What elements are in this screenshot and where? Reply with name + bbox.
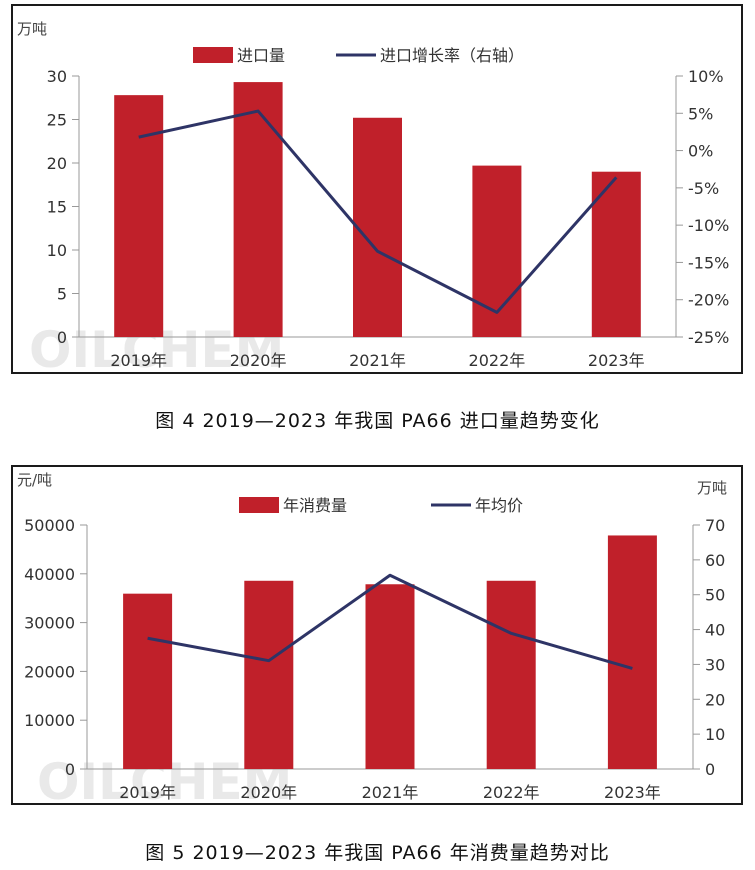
right-tick-label: 60 <box>705 551 725 570</box>
right-tick-label: 10 <box>705 725 725 744</box>
category-label: 2021年 <box>349 351 406 370</box>
left-tick-label: 10000 <box>24 711 75 730</box>
left-tick-label: 30 <box>47 67 67 86</box>
right-tick-label: -10% <box>688 216 729 235</box>
right-tick-label: 40 <box>705 621 725 640</box>
line-series <box>138 109 618 314</box>
category-label: 2019年 <box>110 351 167 370</box>
line-series <box>147 573 633 670</box>
legend-line-label: 年均价 <box>475 496 523 515</box>
chart-panel-consumption: OILCHEM 0 10000 20000 30000 40000 50000 0 10 20 30… <box>11 465 743 805</box>
right-tick-label: 0% <box>688 142 713 161</box>
bar <box>244 580 294 769</box>
category-label: 2023年 <box>588 351 645 370</box>
left-tick-label: 0 <box>57 328 67 347</box>
bar <box>233 82 283 337</box>
bar <box>353 117 402 337</box>
category-label: 2021年 <box>362 783 419 802</box>
left-tick-label: 50000 <box>24 516 75 535</box>
category-label: 2023年 <box>604 783 661 802</box>
bar <box>591 171 641 337</box>
right-tick-label: 50 <box>705 586 725 605</box>
bar <box>365 584 415 769</box>
left-tick-label: 25 <box>47 111 67 130</box>
right-axis-unit: 万吨 <box>697 479 727 497</box>
figure-caption-4: 图 4 2019—2023 年我国 PA66 进口量趋势变化 <box>155 410 600 432</box>
legend-bar-swatch <box>239 497 279 513</box>
bar <box>486 580 536 769</box>
bar <box>114 95 164 337</box>
figure-caption-5: 图 5 2019—2023 年我国 PA66 年消费量趋势对比 <box>145 842 610 864</box>
right-tick-label: -20% <box>688 291 729 310</box>
left-tick-label: 20 <box>47 154 67 173</box>
left-axis-unit: 元/吨 <box>17 471 52 489</box>
consumption-chart-svg: OILCHEM010000200003000040000500000102030… <box>17 471 727 803</box>
right-tick-label: 70 <box>705 516 725 535</box>
left-tick-label: 0 <box>65 760 75 779</box>
category-label: 2022年 <box>469 351 526 370</box>
bar <box>123 593 173 769</box>
left-tick-label: 30000 <box>24 614 75 633</box>
bar <box>472 165 522 337</box>
right-tick-label: -15% <box>688 253 729 272</box>
category-label: 2019年 <box>119 783 176 802</box>
left-tick-label: 15 <box>47 198 67 217</box>
right-tick-label: -5% <box>688 179 719 198</box>
legend-bar-swatch <box>193 47 233 63</box>
left-tick-label: 20000 <box>24 662 75 681</box>
right-tick-label: 20 <box>705 690 725 709</box>
right-tick-label: 10% <box>688 67 724 86</box>
right-tick-label: 30 <box>705 655 725 674</box>
left-tick-label: 40000 <box>24 565 75 584</box>
right-tick-label: -25% <box>688 328 729 347</box>
right-tick-label: 0 <box>705 760 715 779</box>
category-label: 2020年 <box>230 351 287 370</box>
import-chart-svg: OILCHEM051015202530-25%-20%-15%-10%-5%0%… <box>17 20 729 372</box>
bar <box>607 535 657 769</box>
chart-panel-import: OILCHEM 0 5 10 15 20 25 30 -25% -20% -15% -10% -5% 0%… <box>11 4 743 374</box>
right-tick-label: 5% <box>688 104 713 123</box>
left-tick-label: 10 <box>47 241 67 260</box>
legend-bar-label: 年消费量 <box>283 496 347 515</box>
category-label: 2020年 <box>240 783 297 802</box>
category-label: 2022年 <box>483 783 540 802</box>
legend-line-label: 进口增长率（右轴） <box>380 46 524 65</box>
left-tick-label: 5 <box>57 285 67 304</box>
left-axis-unit: 万吨 <box>17 20 47 38</box>
legend-bar-label: 进口量 <box>237 46 285 65</box>
